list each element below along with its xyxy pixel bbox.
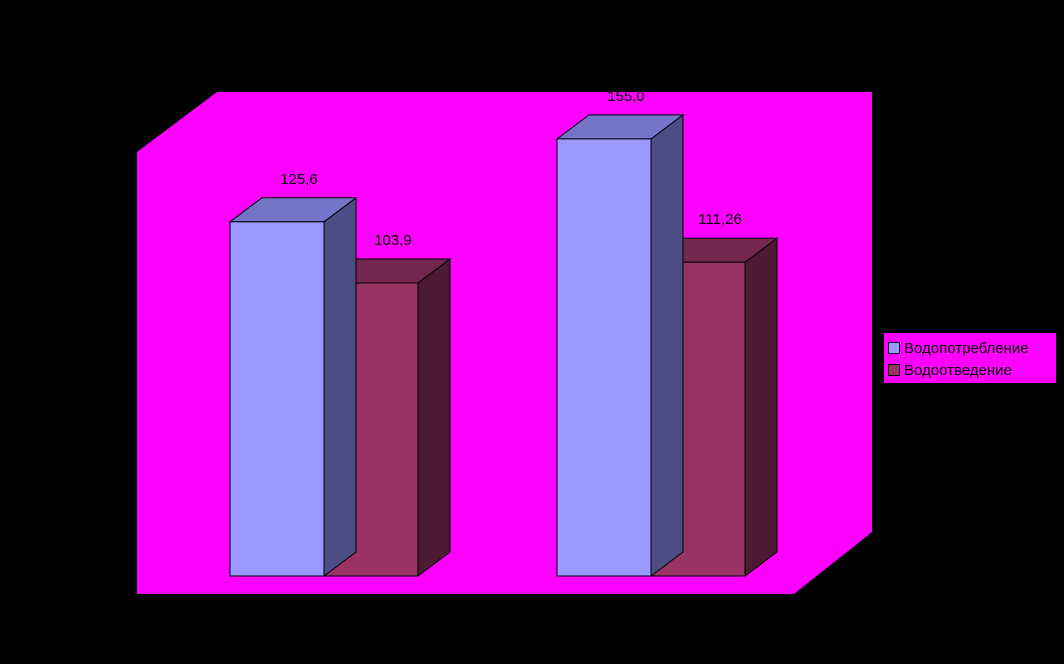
legend-swatch-water-consumption: [888, 342, 900, 354]
legend-label-water-discharge: Водоотведение: [904, 361, 1012, 379]
data-label-2-2: 111,26: [698, 211, 742, 228]
data-label-1-1: 125,6: [280, 171, 318, 188]
data-label-2-1: 103,9: [374, 232, 412, 249]
bar-side: [650, 113, 684, 577]
bar-1-2: [555, 113, 685, 577]
bar-side: [323, 196, 357, 577]
legend-swatch-water-discharge: [888, 364, 900, 376]
bar-side: [744, 237, 778, 577]
bar-front: [556, 138, 652, 577]
legend-item-water-consumption: Водопотребление: [888, 337, 1056, 359]
data-label-1-2: 155,0: [607, 88, 645, 105]
bar-1-1: [228, 196, 358, 577]
bars-group: [228, 113, 779, 577]
legend-label-water-consumption: Водопотребление: [904, 339, 1029, 357]
data-labels-group: 103,9 125,6 111,26 155,0: [0, 0, 1064, 249]
top-clip: [0, 0, 1064, 84]
bar-front: [229, 221, 325, 577]
legend: Водопотребление Водоотведение: [884, 333, 1056, 383]
bar-side: [417, 258, 451, 577]
legend-item-water-discharge: Водоотведение: [888, 359, 1056, 381]
